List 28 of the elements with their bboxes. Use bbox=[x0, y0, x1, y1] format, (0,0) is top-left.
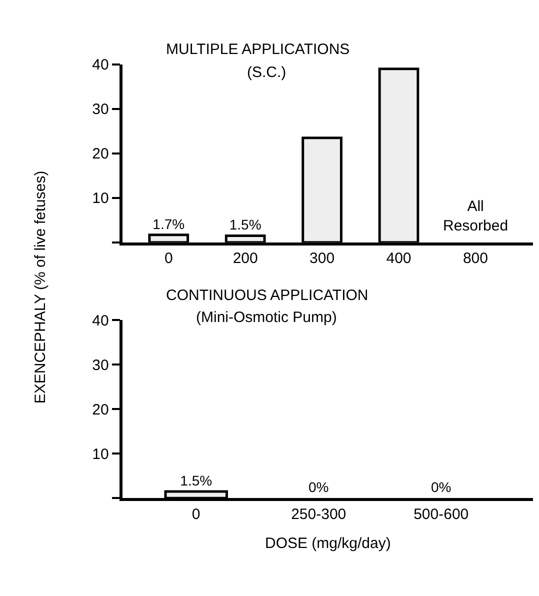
y-tick-label: 40 bbox=[92, 56, 109, 74]
x-tick-label: 0 bbox=[164, 250, 173, 268]
y-axis-title: EXENCEPHALY (% of live fetuses) bbox=[32, 170, 49, 404]
chart-title: CONTINUOUS APPLICATION bbox=[166, 287, 368, 304]
annotation: All Resorbed bbox=[443, 198, 508, 234]
x-tick-label: 300 bbox=[310, 250, 335, 268]
data-label: 1.7% bbox=[152, 216, 185, 232]
chart-title: MULTIPLE APPLICATIONS bbox=[166, 41, 350, 58]
y-tick-label: 20 bbox=[92, 146, 109, 163]
x-tick-label: 200 bbox=[232, 250, 258, 268]
data-label: 0% bbox=[308, 479, 329, 496]
y-tick-label: 30 bbox=[92, 101, 109, 118]
x-tick-label: 400 bbox=[386, 250, 412, 268]
y-tick-label: 40 bbox=[92, 312, 109, 330]
y-tick-label: 30 bbox=[92, 356, 109, 374]
chart-subtitle: (S.C.) bbox=[247, 64, 286, 81]
x-tick-label: 250-300 bbox=[291, 506, 346, 523]
chart-subtitle: (Mini-Osmotic Pump) bbox=[196, 309, 337, 326]
x-tick-label: 800 bbox=[462, 250, 488, 268]
x-tick-label: 500-600 bbox=[414, 506, 469, 523]
y-tick-label: 20 bbox=[92, 401, 109, 418]
x-axis-title: DOSE (mg/kg/day) bbox=[265, 535, 391, 552]
x-tick-label: 0 bbox=[192, 506, 200, 523]
y-tick-label: 10 bbox=[92, 190, 109, 208]
data-label: 1.5% bbox=[229, 216, 262, 233]
y-tick-label: 10 bbox=[92, 446, 109, 463]
data-label: 0% bbox=[431, 479, 452, 496]
data-label: 1.5% bbox=[180, 472, 212, 488]
